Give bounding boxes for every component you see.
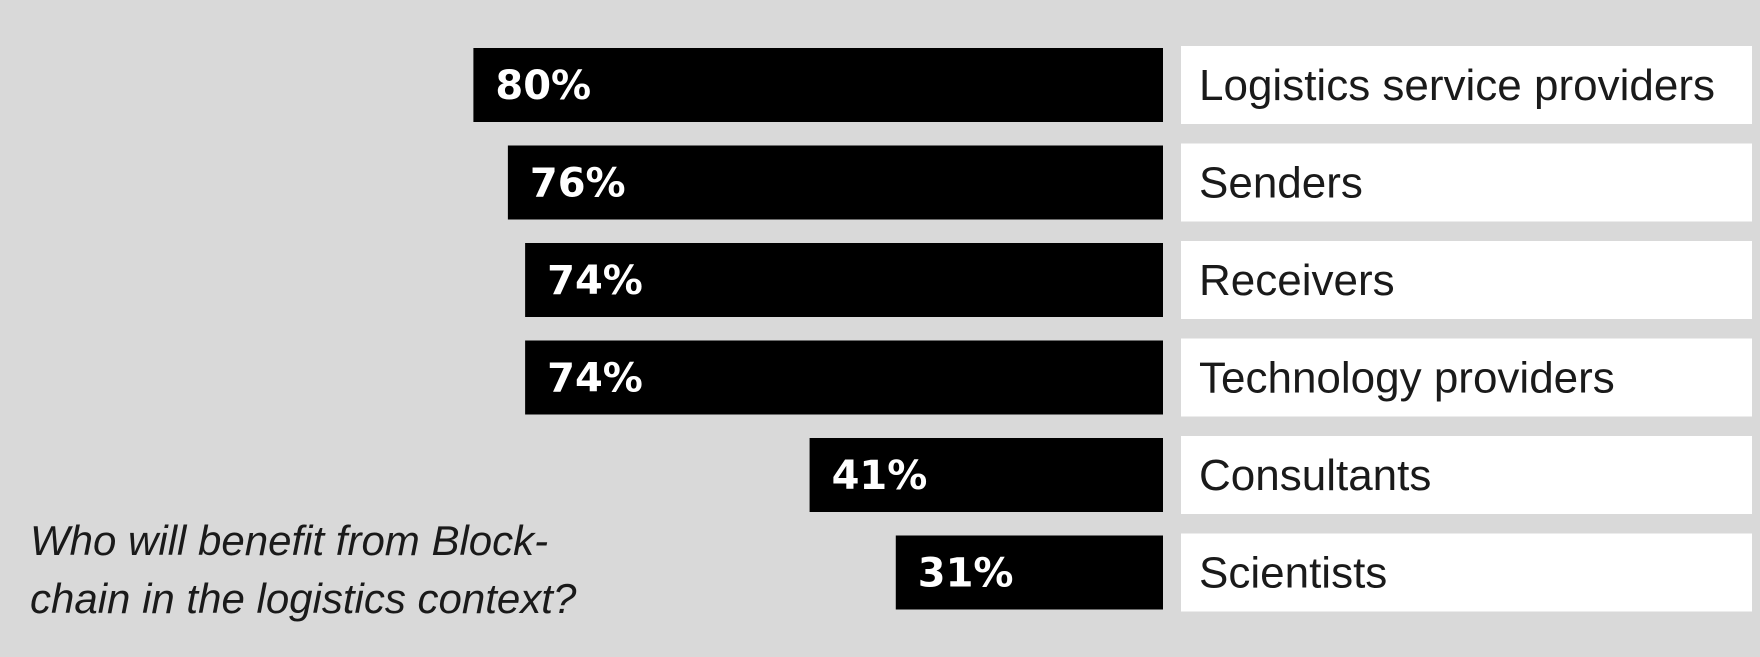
bar [809, 438, 1163, 512]
category-label-box [1181, 143, 1752, 222]
bar-value-label: 76% [530, 161, 626, 207]
chart-title: Who will benefit from Block- chain in th… [30, 512, 650, 628]
chart-title-line-1: Who will benefit from Block- [30, 517, 549, 564]
bar-value-label: 41% [832, 453, 928, 499]
category-label-box [1181, 241, 1752, 319]
bar-value-label: 80% [495, 63, 591, 109]
category-label-box [1181, 46, 1752, 124]
category-label: Senders [1199, 159, 1363, 208]
category-label-box [1181, 338, 1752, 417]
category-label: Logistics service providers [1199, 61, 1715, 110]
category-label-box [1181, 436, 1752, 514]
bar [507, 145, 1163, 220]
bar [895, 535, 1163, 610]
bar [525, 243, 1163, 317]
bar-value-label: 74% [547, 258, 643, 304]
category-label: Technology providers [1199, 354, 1615, 403]
bar [473, 48, 1163, 122]
category-label: Receivers [1199, 256, 1395, 305]
chart-title-line-2: chain in the logistics context? [30, 575, 577, 622]
category-label-box [1181, 533, 1752, 612]
category-label: Consultants [1199, 451, 1431, 500]
bar [525, 340, 1163, 415]
bar-value-label: 31% [918, 551, 1014, 597]
bar-value-label: 74% [547, 356, 643, 402]
category-label: Scientists [1199, 549, 1387, 598]
